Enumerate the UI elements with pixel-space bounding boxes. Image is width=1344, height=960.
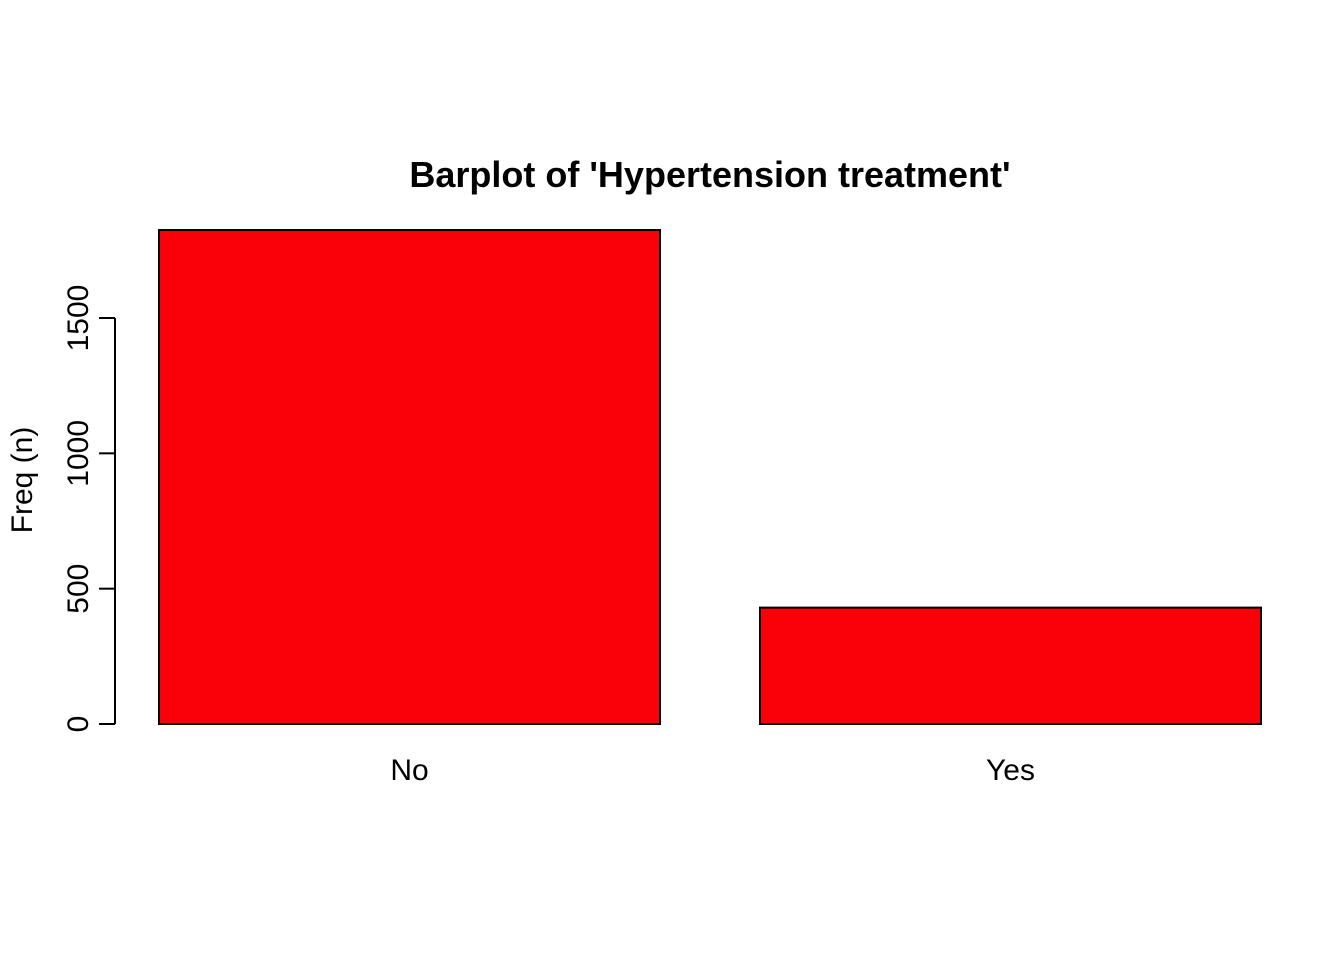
x-axis-labels: No Yes xyxy=(390,754,1035,787)
bars-group xyxy=(158,229,1262,726)
y-tick-label: 500 xyxy=(62,564,95,614)
y-axis-label: Freq (n) xyxy=(6,427,39,534)
y-tick-label: 1500 xyxy=(62,285,95,352)
x-category-label: Yes xyxy=(986,754,1035,787)
bar-yes xyxy=(759,606,1262,726)
bar-no xyxy=(158,229,661,726)
x-category-label: No xyxy=(390,754,428,787)
y-tick-label: 0 xyxy=(62,716,95,733)
y-axis: 0 500 1000 1500 xyxy=(62,285,116,733)
y-tick-label: 1000 xyxy=(62,420,95,487)
chart-title: Barplot of 'Hypertension treatment' xyxy=(409,154,1010,195)
